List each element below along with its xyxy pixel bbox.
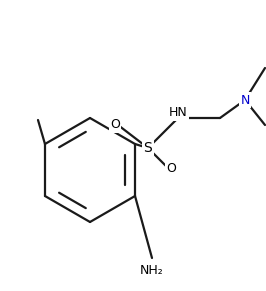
Text: N: N <box>240 93 250 107</box>
Text: S: S <box>144 141 152 155</box>
Text: HN: HN <box>169 107 187 120</box>
Text: O: O <box>166 162 176 175</box>
Text: O: O <box>110 118 120 132</box>
Text: NH₂: NH₂ <box>140 263 164 276</box>
